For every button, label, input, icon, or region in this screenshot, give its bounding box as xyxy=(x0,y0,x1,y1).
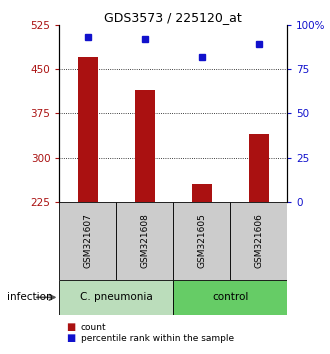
Bar xyxy=(230,202,287,280)
Bar xyxy=(249,134,269,202)
Bar xyxy=(192,184,212,202)
Bar xyxy=(173,202,230,280)
Text: count: count xyxy=(81,323,107,332)
Bar xyxy=(59,202,116,280)
Text: GSM321608: GSM321608 xyxy=(140,213,149,268)
Text: percentile rank within the sample: percentile rank within the sample xyxy=(81,333,234,343)
Title: GDS3573 / 225120_at: GDS3573 / 225120_at xyxy=(104,11,242,24)
Text: infection: infection xyxy=(7,292,53,302)
Bar xyxy=(59,280,173,315)
Text: C. pneumonia: C. pneumonia xyxy=(80,292,153,302)
Bar xyxy=(116,202,173,280)
Text: GSM321605: GSM321605 xyxy=(197,213,206,268)
Bar xyxy=(78,57,98,202)
Bar xyxy=(135,90,155,202)
Bar xyxy=(173,280,287,315)
Text: control: control xyxy=(212,292,248,302)
Text: ■: ■ xyxy=(66,333,75,343)
Text: GSM321607: GSM321607 xyxy=(83,213,92,268)
Text: GSM321606: GSM321606 xyxy=(254,213,263,268)
Text: ■: ■ xyxy=(66,322,75,332)
